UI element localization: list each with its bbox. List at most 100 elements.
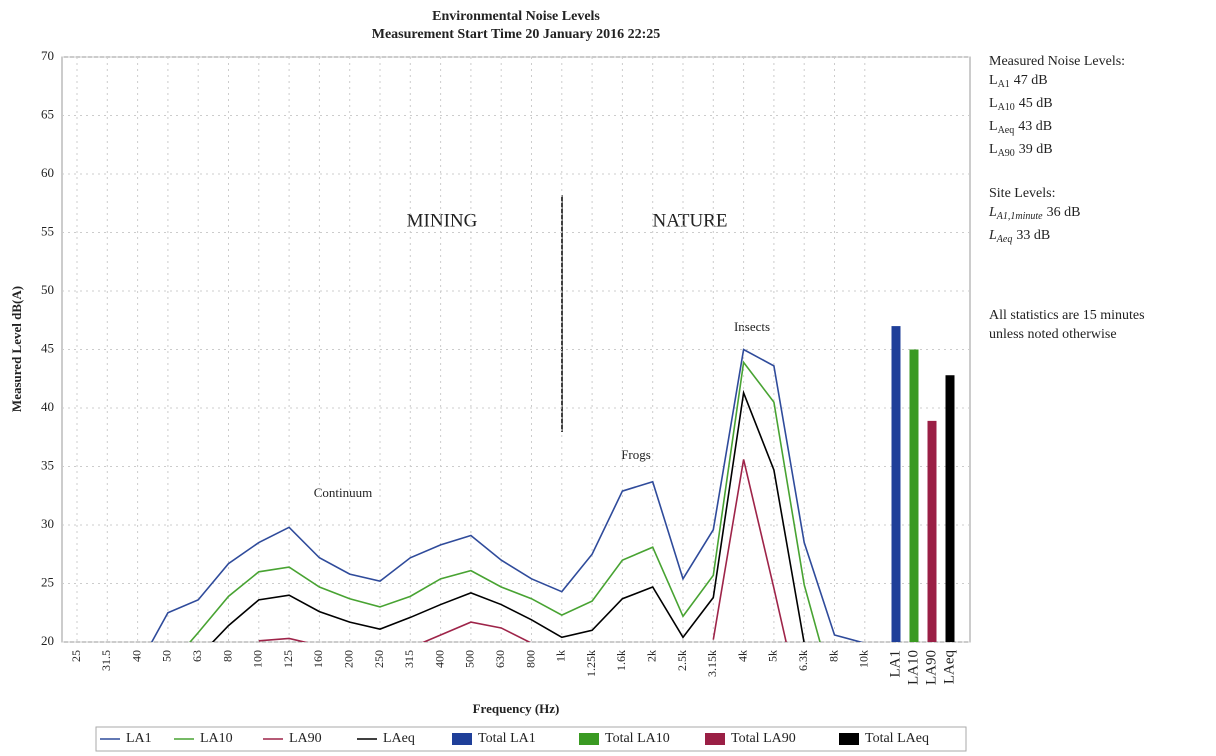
level-row: LA90 39 dB bbox=[989, 140, 1125, 163]
symbol: L bbox=[989, 73, 998, 88]
y-tick-label: 65 bbox=[41, 106, 54, 121]
x-tick-label: 5k bbox=[766, 650, 780, 662]
symbol-sub: A1,1 bbox=[996, 211, 1016, 222]
symbol: L bbox=[989, 228, 997, 243]
y-tick-label: 45 bbox=[41, 340, 54, 355]
x-tick-label: LA90 bbox=[923, 650, 939, 685]
y-tick-label: 50 bbox=[41, 282, 54, 297]
x-tick-label: 500 bbox=[463, 650, 477, 668]
symbol-sub: A10 bbox=[997, 102, 1015, 113]
x-tick-label: 3.15k bbox=[705, 650, 719, 677]
x-tick-label: 200 bbox=[341, 650, 355, 668]
level-row: LAeq 43 dB bbox=[989, 117, 1125, 140]
x-tick-label: 50 bbox=[160, 650, 174, 662]
y-tick-label: 70 bbox=[41, 48, 54, 63]
legend-label: Total LA1 bbox=[478, 731, 536, 746]
level-row: LA10 45 dB bbox=[989, 94, 1125, 117]
stats-note: All statistics are 15 minutes unless not… bbox=[989, 306, 1145, 344]
symbol: L bbox=[989, 142, 998, 157]
x-tick-label: LA1 bbox=[887, 650, 903, 678]
x-tick-label: 160 bbox=[311, 650, 325, 668]
annotation: NATURE bbox=[653, 210, 728, 231]
legend-label: LA90 bbox=[289, 731, 322, 746]
x-tick-label: 31.5 bbox=[99, 650, 113, 671]
x-tick-label: 800 bbox=[523, 650, 537, 668]
legend-box bbox=[95, 726, 967, 752]
chart-title: Environmental Noise Levels bbox=[432, 9, 600, 24]
x-tick-label: 2.5k bbox=[675, 650, 689, 671]
x-tick-label: LA10 bbox=[905, 650, 921, 685]
symbol-sub: A90 bbox=[997, 148, 1015, 159]
level-row: LA1,1minute 36 dB bbox=[989, 203, 1080, 226]
x-tick-label: 125 bbox=[281, 650, 295, 668]
x-tick-label: 630 bbox=[493, 650, 507, 668]
legend-swatch bbox=[705, 733, 725, 745]
legend-label: LA1 bbox=[126, 731, 152, 746]
line bbox=[189, 360, 821, 642]
symbol: L bbox=[989, 205, 997, 220]
site-levels: Site Levels: LA1,1minute 36 dB LAeq 33 dB bbox=[989, 184, 1080, 249]
x-tick-label: 1.6k bbox=[614, 650, 628, 671]
bar bbox=[891, 326, 901, 642]
y-axis-label: Measured Level dB(A) bbox=[9, 286, 24, 412]
x-tick-label: 1k bbox=[554, 650, 568, 662]
level-row: LAeq 33 dB bbox=[989, 226, 1080, 249]
x-tick-label: 8k bbox=[826, 650, 840, 662]
y-tick-label: 35 bbox=[41, 457, 54, 472]
symbol-sub: Aeq bbox=[997, 125, 1015, 136]
line bbox=[258, 459, 787, 642]
x-tick-label: 315 bbox=[402, 650, 416, 668]
legend-swatch bbox=[452, 733, 472, 745]
legend-swatch bbox=[839, 733, 859, 745]
symbol-sub: minute bbox=[1015, 211, 1043, 222]
symbol-sub: A1 bbox=[997, 79, 1010, 90]
annotation: MINING bbox=[407, 210, 478, 231]
grid bbox=[62, 56, 970, 643]
measured-list: LA1 47 dB LA10 45 dB LAeq 43 dB LA90 39 dB bbox=[989, 71, 1125, 163]
x-tick-label: LAeq bbox=[941, 650, 957, 685]
level-value: 43 dB bbox=[1018, 119, 1053, 134]
x-tick-label: 6.3k bbox=[796, 650, 810, 671]
site-list: LA1,1minute 36 dB LAeq 33 dB bbox=[989, 203, 1080, 249]
x-tick-label: 40 bbox=[129, 650, 143, 662]
level-value: 45 dB bbox=[1018, 96, 1053, 111]
level-value: 47 dB bbox=[1013, 73, 1048, 88]
x-tick-label: 100 bbox=[251, 650, 265, 668]
plot bbox=[150, 326, 955, 642]
line bbox=[211, 389, 805, 642]
x-tick-label: 2k bbox=[644, 650, 658, 662]
legend-label: Total LAeq bbox=[865, 731, 929, 746]
notes-title: Site Levels: bbox=[989, 186, 1056, 201]
y-tick-label: 55 bbox=[41, 223, 54, 238]
legend-swatch bbox=[579, 733, 599, 745]
legend-label: Total LA10 bbox=[605, 731, 670, 746]
y-tick-label: 30 bbox=[41, 516, 54, 531]
level-value: 36 dB bbox=[1046, 205, 1081, 220]
annotation: Continuum bbox=[314, 485, 373, 500]
bar bbox=[945, 375, 955, 642]
bar bbox=[909, 349, 919, 642]
legend-label: LA10 bbox=[200, 731, 233, 746]
notes-title: Measured Noise Levels: bbox=[989, 54, 1126, 69]
y-tick-label: 60 bbox=[41, 165, 54, 180]
x-tick-label: 1.25k bbox=[584, 650, 598, 677]
legend-label: LAeq bbox=[383, 731, 415, 746]
x-tick-label: 80 bbox=[220, 650, 234, 662]
note-line: All statistics are 15 minutes bbox=[989, 308, 1145, 323]
note-line: unless noted otherwise bbox=[989, 327, 1117, 342]
y-tick-label: 25 bbox=[41, 574, 54, 589]
x-tick-label: 63 bbox=[190, 650, 204, 662]
x-tick-label: 10k bbox=[857, 650, 871, 668]
line bbox=[150, 348, 864, 642]
symbol: L bbox=[989, 96, 998, 111]
level-value: 33 dB bbox=[1016, 228, 1051, 243]
symbol-sub: Aeq bbox=[996, 234, 1013, 245]
symbol: L bbox=[989, 119, 998, 134]
chart-subtitle: Measurement Start Time 20 January 2016 2… bbox=[372, 27, 661, 42]
x-tick-label: 25 bbox=[69, 650, 83, 662]
annotation: Insects bbox=[734, 319, 770, 334]
bar bbox=[927, 420, 937, 642]
level-value: 39 dB bbox=[1018, 142, 1053, 157]
